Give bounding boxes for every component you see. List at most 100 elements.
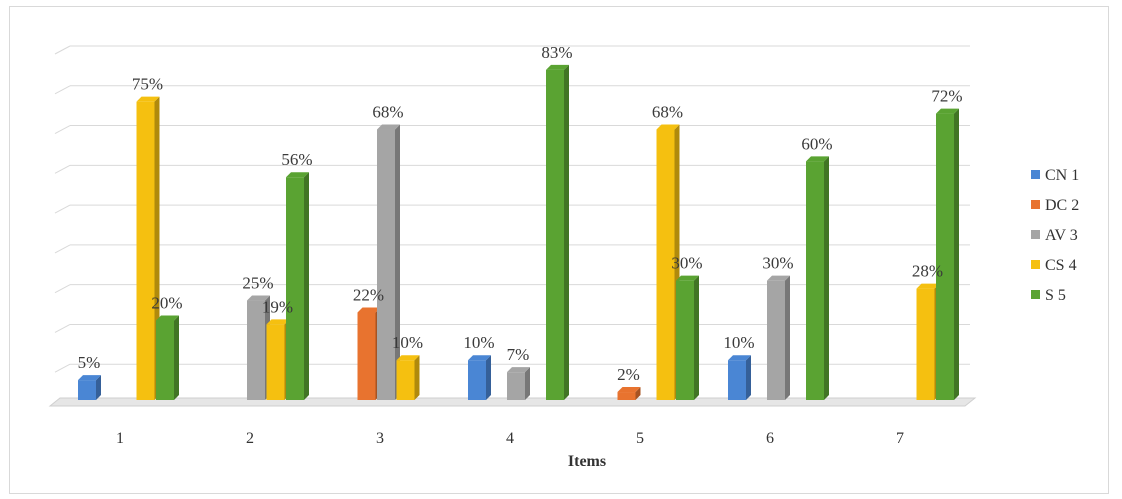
gridline-diag [54, 324, 71, 333]
bar-top [546, 64, 569, 70]
bar-front [806, 161, 824, 400]
data-label: 83% [541, 43, 572, 62]
bar-front [78, 380, 96, 400]
bar-front [357, 312, 376, 400]
data-label: 7% [507, 345, 530, 364]
bar-side [694, 275, 699, 400]
bar-side [525, 367, 530, 400]
bar-front [507, 372, 525, 400]
data-label: 68% [372, 103, 403, 122]
gridline-diag [54, 204, 71, 214]
bar-front [396, 360, 415, 400]
bar-top [507, 367, 530, 373]
legend-item: CN 1 [1031, 167, 1079, 184]
bar-top [916, 283, 940, 289]
bar-dc-2-item-5 [617, 387, 641, 400]
x-tick-labels: 1 2 3 4 5 6 7 [116, 430, 904, 447]
legend-label: AV 3 [1045, 227, 1078, 244]
bar-front [676, 280, 694, 400]
bar-front [136, 101, 155, 401]
gridline-diag [54, 284, 71, 294]
bar-s-5-item-4 [546, 64, 569, 400]
data-label: 20% [151, 293, 182, 312]
bar-top [936, 108, 959, 114]
bar-av-3-item-4 [507, 367, 530, 400]
bar-side [304, 172, 309, 400]
bar-side [635, 387, 641, 400]
legend-swatch [1031, 200, 1040, 209]
bar-cn-1-item-1 [78, 375, 101, 400]
legend-swatch [1031, 170, 1040, 179]
bars [78, 64, 959, 401]
bar-top [468, 355, 491, 361]
legend-label: CS 4 [1045, 257, 1077, 274]
bar-side [486, 355, 491, 400]
legend-swatch [1031, 260, 1040, 269]
x-tick-label: 6 [766, 430, 774, 447]
bar-top [377, 124, 400, 130]
bar-front [617, 392, 636, 400]
bar-front [286, 177, 304, 400]
bar-av-3-item-6 [767, 275, 790, 400]
data-label: 2% [617, 365, 640, 384]
bar-top [357, 307, 381, 313]
data-label: 60% [801, 134, 832, 153]
data-label: 19% [262, 297, 293, 316]
legend-label: S 5 [1045, 287, 1066, 304]
bar-front [377, 129, 395, 400]
data-label: 75% [132, 75, 163, 94]
data-label: 22% [353, 285, 384, 304]
data-label: 25% [242, 274, 273, 293]
data-label: 5% [78, 353, 101, 372]
bar-cs-4-item-3 [396, 355, 420, 400]
data-labels: 5% 75% 20% 25% 19% 56% 22% 68% 10% 10% 7% 83% 2% 68% 3… [78, 43, 963, 384]
x-tick-label: 1 [116, 430, 124, 447]
bar-top [286, 172, 309, 178]
data-label: 68% [652, 103, 683, 122]
x-tick-label: 5 [636, 430, 644, 447]
bar-front [767, 280, 785, 400]
bar-side [395, 124, 400, 400]
bar-top [728, 355, 751, 361]
bar-side [174, 315, 179, 400]
gridline-diag [54, 164, 71, 174]
bar-front [728, 360, 746, 400]
legend-swatch [1031, 230, 1040, 239]
data-label: 30% [762, 254, 793, 273]
bar-cn-1-item-4 [468, 355, 491, 400]
bar-s-5-item-6 [806, 156, 829, 400]
bar-s-5-item-2 [286, 172, 309, 400]
bar-av-3-item-3 [377, 124, 400, 400]
bar-top [396, 355, 420, 361]
bar-top [247, 295, 270, 301]
bar-front [546, 69, 564, 400]
data-label: 30% [671, 254, 702, 273]
x-tick-label: 7 [896, 430, 904, 447]
legend-swatch [1031, 290, 1040, 299]
bar-front [916, 288, 935, 400]
gridline-diag [54, 363, 71, 373]
bar-top [656, 124, 680, 130]
bar-front [656, 129, 675, 400]
bar-top [78, 375, 101, 381]
x-tick-label: 3 [376, 430, 384, 447]
legend-label: CN 1 [1045, 167, 1079, 184]
bar-side [564, 64, 569, 400]
bar-top [617, 387, 641, 393]
bar-side [414, 355, 420, 400]
bar-cn-1-item-6 [728, 355, 751, 400]
bar-s-5-item-1 [156, 315, 179, 400]
data-label: 56% [281, 150, 312, 169]
bar-top [767, 275, 790, 281]
bar-side [785, 275, 790, 400]
x-axis-title: Items [568, 453, 606, 470]
legend-item: CS 4 [1031, 257, 1077, 274]
bar-front [156, 320, 174, 400]
legend-item: AV 3 [1031, 227, 1078, 244]
bar-s-5-item-5 [676, 275, 699, 400]
data-label: 28% [912, 262, 943, 281]
bar-front [266, 324, 285, 400]
bar-top [156, 315, 179, 321]
x-tick-label: 4 [506, 430, 514, 447]
